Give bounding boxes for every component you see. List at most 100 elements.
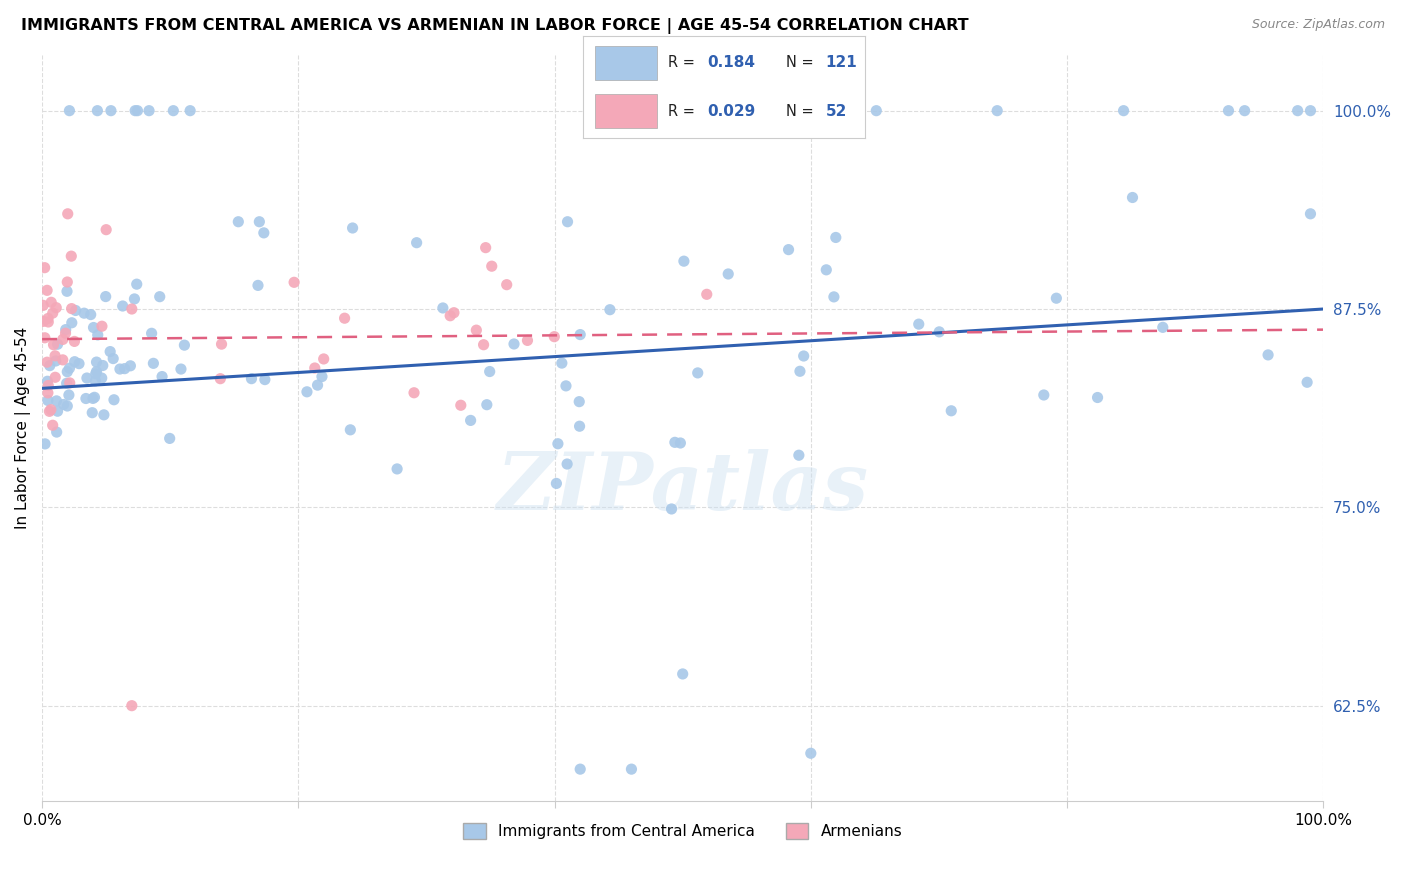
Point [138,103,160,118]
Point [60,301,83,316]
Point [669,436,692,450]
Point [1121,190,1143,204]
Point [547,436,569,450]
Point [76,371,98,385]
Point [55,323,77,337]
Point [800,746,823,760]
Point [211,337,233,351]
Point [503,337,526,351]
Point [1299,103,1322,118]
Point [124,292,146,306]
Point [96,222,118,236]
Point [56,207,79,221]
Point [65,303,87,318]
Text: Source: ZipAtlas.com: Source: ZipAtlas.com [1251,18,1385,31]
Point [568,419,591,434]
Point [569,762,592,776]
Point [59,376,82,390]
Point [82,406,104,420]
Point [1299,207,1322,221]
Point [42,337,65,351]
Point [63,354,86,368]
Point [84,374,107,388]
Point [793,349,815,363]
Point [150,369,173,384]
Point [52,352,75,367]
Point [481,259,503,273]
Point [39,295,62,310]
Point [986,103,1008,118]
Point [551,356,574,370]
Point [283,275,305,289]
Point [465,323,488,337]
Point [1045,291,1067,305]
Point [439,309,461,323]
Point [121,301,143,316]
Point [141,326,163,341]
Point [44,370,66,384]
Point [228,215,250,229]
Point [824,230,846,244]
Point [478,365,501,379]
Point [91,359,114,373]
Text: 0.184: 0.184 [707,55,755,70]
Point [941,404,963,418]
Point [599,302,621,317]
Point [127,103,149,118]
Point [835,103,858,118]
Point [73,306,96,320]
Point [240,372,263,386]
Point [121,698,143,713]
Point [460,413,482,427]
Point [247,215,270,229]
Point [35,355,58,369]
Point [569,327,592,342]
Point [32,314,55,328]
Text: R =: R = [668,103,699,119]
Point [209,372,232,386]
Point [672,667,695,681]
Point [717,267,740,281]
Point [120,359,142,373]
Point [56,399,79,413]
Point [1286,103,1309,118]
Point [789,364,811,378]
Point [86,365,108,379]
Point [149,290,172,304]
Point [557,215,579,229]
Point [405,235,427,250]
Point [56,285,79,299]
Point [1233,103,1256,118]
FancyBboxPatch shape [595,95,657,128]
Point [173,338,195,352]
Point [672,254,695,268]
Point [87,327,110,342]
Point [787,448,810,462]
Point [83,390,105,404]
Point [103,392,125,407]
Point [75,392,97,406]
Point [37,393,59,408]
Text: R =: R = [668,55,699,70]
Text: IMMIGRANTS FROM CENTRAL AMERICA VS ARMENIAN IN LABOR FORCE | AGE 45-54 CORRELATI: IMMIGRANTS FROM CENTRAL AMERICA VS ARMEN… [21,18,969,34]
Point [52,397,75,411]
Y-axis label: In Labor Force | Age 45-54: In Labor Force | Age 45-54 [15,326,31,529]
Text: 0.029: 0.029 [707,103,755,119]
Point [55,376,77,391]
Text: 121: 121 [825,55,858,70]
Point [928,325,950,339]
Text: 52: 52 [825,103,846,119]
Point [686,366,709,380]
Point [46,337,69,351]
Point [307,378,329,392]
Point [443,306,465,320]
Point [1087,391,1109,405]
Point [696,287,718,301]
Point [823,290,845,304]
Point [661,502,683,516]
Point [83,320,105,334]
Point [546,476,568,491]
Point [55,326,77,341]
Point [620,762,643,776]
Point [37,374,59,388]
